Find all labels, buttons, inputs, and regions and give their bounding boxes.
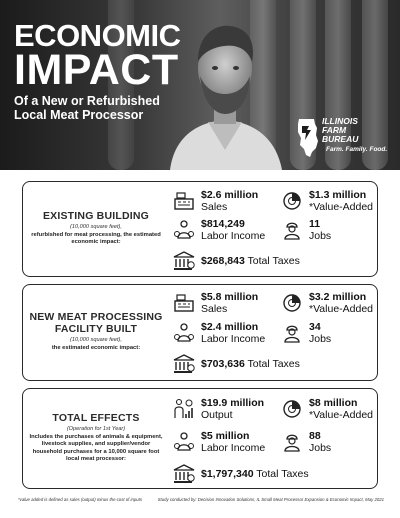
section-title: EXISTING BUILDING (42, 210, 150, 223)
cash-register-icon (174, 294, 194, 312)
section-label: TOTAL EFFECTS (Operation for 1st Year) I… (23, 389, 169, 488)
pie-chart-icon (283, 400, 301, 418)
section-note: (Operation for 1st Year) (66, 425, 126, 432)
page-title: ECONOMIC IMPACT (14, 18, 181, 94)
logo-line-3: BUREAU (322, 134, 359, 144)
stat-label: Labor Income (201, 442, 266, 454)
government-building-icon (173, 464, 195, 483)
stat-value: $2.4 million (201, 321, 259, 333)
section-description: refurbished for meat processing, the est… (31, 231, 161, 246)
worker-icon (284, 325, 300, 343)
stat-label: *Value-Added (309, 409, 374, 421)
stat-label: Jobs (309, 442, 332, 454)
hero-banner: ECONOMIC IMPACT Of a New or Refurbished … (0, 0, 400, 170)
stat-label: Total Taxes (256, 468, 309, 480)
section-note: (10,000 square feet), (70, 336, 122, 343)
stat-value: 34 (309, 321, 321, 333)
worker-icon (284, 434, 300, 452)
cash-register-icon (174, 192, 194, 210)
stat-label: Output (201, 409, 233, 421)
money-bag-person-icon (174, 323, 194, 342)
section-note: (10,000 square feet), (70, 223, 122, 230)
stat-label: Jobs (309, 333, 332, 345)
footer: *value added is defined as sales (output… (18, 497, 384, 502)
section-description: Includes the purchases of animals & equi… (29, 433, 163, 463)
title-line-2: IMPACT (14, 45, 179, 94)
section-existing-building: EXISTING BUILDING (10,000 square feet), … (22, 181, 378, 277)
stat-label: *Value-Added (309, 303, 374, 315)
stat-label: Total Taxes (247, 255, 300, 267)
logo-line-2: FARM (322, 125, 347, 135)
logo-tagline: Farm. Family. Food. (326, 146, 388, 153)
section-total-effects: TOTAL EFFECTS (Operation for 1st Year) I… (22, 388, 378, 489)
stat-value: $1,797,340 (201, 468, 254, 480)
stat-value: $8 million (309, 397, 358, 409)
hanging-meat-decor (108, 0, 134, 170)
stat-value: $19.9 million (201, 397, 265, 409)
stat-label: *Value-Added (309, 201, 374, 213)
logo-line-1: ILLINOIS (322, 116, 358, 126)
stat-value: $3.2 million (309, 291, 367, 303)
worker-icon (284, 222, 300, 240)
taxes-line: $703,636 Total Taxes (201, 358, 300, 370)
stat-label: Sales (201, 201, 228, 213)
stat-value: $5.8 million (201, 291, 259, 303)
footer-footnote: *value added is defined as sales (output… (18, 497, 142, 502)
section-title: NEW MEAT PROCESSING FACILITY BUILT (29, 311, 163, 336)
stat-value: $814,249 (201, 218, 245, 230)
government-building-icon (173, 251, 195, 270)
section-title: TOTAL EFFECTS (52, 412, 140, 425)
section-label: EXISTING BUILDING (10,000 square feet), … (23, 182, 169, 276)
subtitle-line-2: Local Meat Processor (14, 108, 144, 123)
stat-label: Jobs (309, 230, 332, 242)
subtitle-line-1: Of a New or Refurbished (14, 94, 160, 109)
government-building-icon (173, 354, 195, 373)
section-new-facility: NEW MEAT PROCESSING FACILITY BUILT (10,0… (22, 284, 378, 381)
pie-chart-icon (283, 294, 301, 312)
section-label: NEW MEAT PROCESSING FACILITY BUILT (10,0… (23, 285, 169, 380)
output-chart-icon (174, 398, 193, 418)
stat-value: $2.6 million (201, 189, 259, 201)
section-description: the estimated economic impact: (51, 344, 141, 351)
butcher-photo (170, 25, 282, 170)
hero-title-block: ECONOMIC IMPACT Of a New or Refurbished … (14, 18, 181, 123)
stat-value: $703,636 (201, 358, 245, 370)
taxes-line: $268,843 Total Taxes (201, 255, 300, 267)
stat-label: Labor Income (201, 230, 266, 242)
footer-source: Study conducted by: Decision Innovation … (157, 497, 384, 502)
money-bag-person-icon (174, 432, 194, 451)
hanging-meat-decor (362, 0, 388, 170)
stat-label: Labor Income (201, 333, 266, 345)
stat-label: Sales (201, 303, 228, 315)
illinois-farm-bureau-logo: ILLINOIS FARM BUREAU Farm. Family. Food. (296, 116, 388, 162)
hanging-meat-decor (325, 0, 351, 170)
stat-value: 88 (309, 430, 321, 442)
stat-label: Total Taxes (247, 358, 300, 370)
stat-value: $1.3 million (309, 189, 367, 201)
stat-value: 11 (309, 218, 321, 230)
stat-value: $5 million (201, 430, 250, 442)
taxes-line: $1,797,340 Total Taxes (201, 468, 309, 480)
title-line-1: ECONOMIC (14, 18, 181, 53)
illinois-state-icon (298, 119, 318, 157)
stat-value: $268,843 (201, 255, 245, 267)
pie-chart-icon (283, 192, 301, 210)
logo-wordmark: ILLINOIS FARM BUREAU (322, 117, 358, 144)
money-bag-person-icon (174, 220, 194, 239)
